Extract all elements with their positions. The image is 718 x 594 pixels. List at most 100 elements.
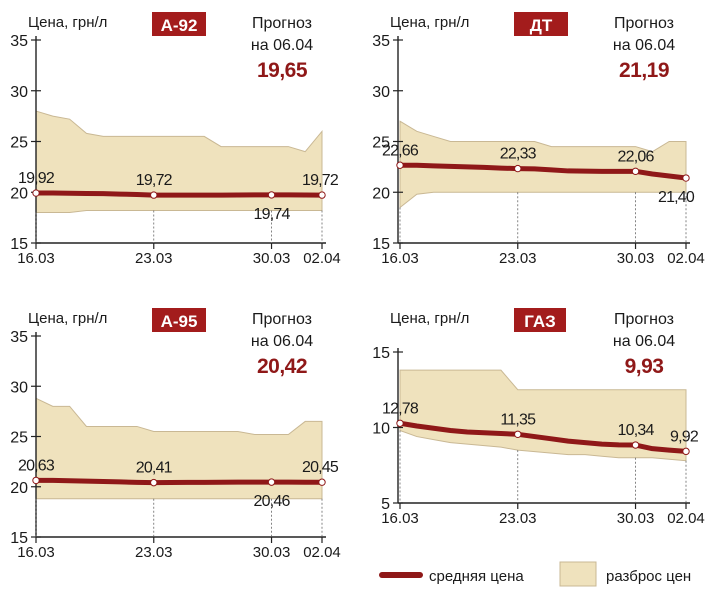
price-point-label: 22,66 — [382, 142, 419, 159]
price-point — [32, 476, 40, 485]
price-point — [631, 167, 640, 176]
y-tick-label: 35 — [10, 33, 28, 50]
y-tick-label: 35 — [372, 33, 390, 50]
chart-panel-3: 5 10 15 16.03 23.03 30.03 02.04 12,78 11,35 10,34… — [372, 308, 705, 527]
fuel-badge — [514, 308, 566, 332]
price-point — [318, 191, 326, 199]
price-point-label: 21,40 — [658, 189, 695, 206]
y-tick-label: 5 — [381, 496, 390, 513]
chart-panel-0: 15 20 25 30 35 16.03 23.03 30.03 02.04 19,92 19,72… — [10, 12, 341, 267]
y-tick-label: 15 — [372, 345, 390, 362]
forecast-value: 9,93 — [625, 355, 664, 378]
legend-range-label: разброс цен — [606, 568, 691, 585]
price-point-label: 22,06 — [618, 148, 655, 165]
price-point — [318, 478, 326, 486]
y-tick-label: 30 — [372, 84, 390, 101]
fuel-badge — [152, 12, 206, 36]
fuel-badge-label: ДТ — [530, 16, 553, 35]
forecast-date-label: на 06.04 — [251, 333, 313, 350]
y-axis-title: Цена, грн/л — [390, 310, 469, 327]
y-tick-label: 20 — [10, 185, 28, 202]
y-axis-title: Цена, грн/л — [28, 14, 107, 31]
y-tick-label: 15 — [10, 530, 28, 547]
avg-price-line — [33, 190, 325, 198]
price-point — [150, 478, 158, 487]
price-point-label: 20,46 — [254, 493, 291, 510]
y-tick-label: 25 — [10, 430, 28, 447]
price-point-label: 20,45 — [302, 459, 339, 476]
x-tick-label: 02.04 — [303, 544, 341, 561]
price-point — [150, 191, 158, 199]
chart-panel-2: 15 20 25 30 35 16.03 23.03 30.03 02.04 20,63 20,41… — [10, 308, 341, 561]
price-point-label: 19,74 — [254, 206, 291, 223]
price-point-label: 19,92 — [18, 170, 55, 187]
chart-panel-1: 15 20 25 30 35 16.03 23.03 30.03 02.04 22,66 22,33… — [372, 12, 705, 267]
y-tick-label: 20 — [10, 480, 28, 497]
legend: средняя цена разброс цен — [379, 561, 691, 587]
x-tick-label: 16.03 — [381, 250, 419, 267]
y-tick-label: 30 — [10, 84, 28, 101]
price-point-label: 20,41 — [136, 460, 173, 477]
price-point-label: 22,33 — [500, 146, 537, 163]
x-tick-label: 23.03 — [135, 250, 173, 267]
fuel-badge-label: А-92 — [161, 16, 198, 35]
price-point-label: 10,34 — [618, 422, 655, 439]
x-tick-label: 16.03 — [17, 544, 55, 561]
forecast-date-label: на 06.04 — [613, 333, 675, 350]
y-tick-label: 10 — [372, 421, 390, 438]
x-tick-label: 23.03 — [499, 250, 537, 267]
fuel-badge — [514, 12, 568, 36]
price-point — [396, 161, 404, 169]
fuel-badge-label: А-95 — [161, 312, 198, 331]
price-point-label: 19,72 — [136, 172, 173, 189]
y-tick-label: 15 — [10, 236, 28, 253]
x-tick-label: 23.03 — [499, 510, 537, 527]
y-tick-label: 15 — [372, 236, 390, 253]
y-axis-title: Цена, грн/л — [28, 310, 107, 327]
price-point — [682, 174, 690, 182]
price-point-label: 20,63 — [18, 457, 55, 474]
legend-range-swatch — [559, 561, 597, 587]
avg-price-line — [33, 477, 325, 486]
price-point-label: 9,92 — [670, 428, 699, 445]
forecast-value: 21,19 — [619, 59, 669, 82]
fuel-badge — [152, 308, 206, 332]
x-tick-label: 23.03 — [135, 544, 173, 561]
x-tick-label: 30.03 — [617, 250, 655, 267]
x-tick-label: 02.04 — [667, 510, 705, 527]
x-tick-label: 30.03 — [253, 250, 291, 267]
y-tick-label: 25 — [10, 135, 28, 152]
fuel-badge-label: ГАЗ — [524, 312, 556, 331]
x-tick-label: 02.04 — [667, 250, 705, 267]
price-point — [514, 430, 522, 438]
forecast-date-label: на 06.04 — [613, 37, 675, 54]
x-tick-label: 30.03 — [617, 510, 655, 527]
forecast-value: 20,42 — [257, 355, 307, 378]
x-tick-label: 02.04 — [303, 250, 341, 267]
x-tick-label: 16.03 — [381, 510, 419, 527]
price-point — [682, 447, 690, 456]
price-point — [267, 478, 276, 486]
price-point — [267, 191, 276, 199]
price-point — [514, 164, 522, 173]
y-tick-label: 35 — [10, 329, 28, 346]
forecast-label: Прогноз — [252, 15, 312, 32]
price-point-label: 11,35 — [500, 411, 536, 428]
forecast-date-label: на 06.04 — [251, 37, 313, 54]
y-axis-title: Цена, грн/л — [390, 14, 469, 31]
y-tick-label: 25 — [372, 135, 390, 152]
price-point — [32, 189, 40, 197]
y-tick-label: 30 — [10, 379, 28, 396]
forecast-value: 19,65 — [257, 59, 308, 82]
forecast-label: Прогноз — [614, 311, 674, 328]
x-tick-label: 16.03 — [17, 250, 55, 267]
price-point-label: 19,72 — [302, 172, 339, 189]
y-tick-label: 20 — [372, 185, 390, 202]
forecast-label: Прогноз — [614, 15, 674, 32]
legend-avg-label: средняя цена — [429, 568, 524, 585]
x-tick-label: 30.03 — [253, 544, 291, 561]
price-point — [396, 419, 404, 427]
forecast-label: Прогноз — [252, 311, 312, 328]
price-point — [631, 441, 640, 449]
